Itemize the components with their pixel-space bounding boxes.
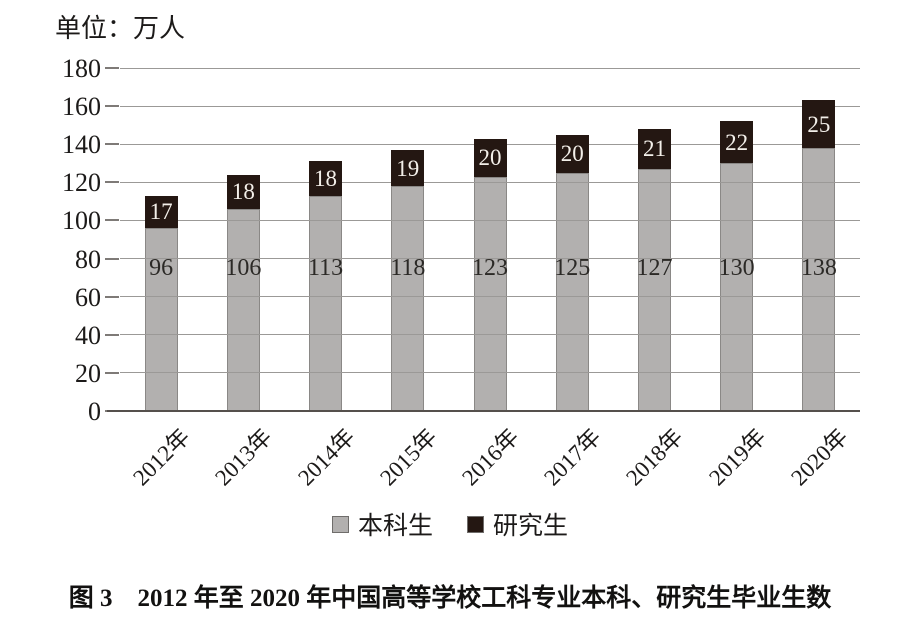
gridline xyxy=(120,334,860,336)
gridline xyxy=(120,67,860,69)
y-tick xyxy=(105,333,119,336)
bar-undergrad-value: 96 xyxy=(149,255,174,281)
bar-grad-value: 20 xyxy=(560,141,584,167)
y-tick xyxy=(105,181,119,184)
plot-area: 17 96 18 106 18 113 19 118 20 123 20 125 21 127 22 130 2… xyxy=(120,67,860,411)
x-axis-line xyxy=(107,410,860,412)
bar-undergrad-value: 125 xyxy=(554,255,591,281)
bar-undergrad-value: 123 xyxy=(472,255,508,281)
bar-undergrad-value: 106 xyxy=(225,255,262,281)
x-tick-label: 2012年 xyxy=(128,424,195,491)
x-tick-label: 2017年 xyxy=(539,424,606,491)
y-tick-label: 60 xyxy=(75,282,101,312)
bar-undergrad-segment xyxy=(309,195,343,411)
x-tick-label: 2018年 xyxy=(621,424,689,491)
unit-label: 单位：万人 xyxy=(55,14,186,43)
bar-grad-segment: 19 xyxy=(391,149,425,187)
legend-label: 本科生 xyxy=(357,513,433,540)
y-tick-label: 0 xyxy=(88,397,101,426)
bar-undergrad-value: 127 xyxy=(636,255,673,281)
bar-undergrad-value: 130 xyxy=(718,255,755,281)
legend-swatch xyxy=(331,515,349,533)
x-tick-label: 2019年 xyxy=(703,424,771,491)
gridline xyxy=(120,105,860,107)
x-tick-label: 2014年 xyxy=(292,424,360,491)
bar-undergrad-value: 118 xyxy=(390,255,426,281)
bar-undergrad-segment xyxy=(473,176,507,411)
gridline xyxy=(120,372,860,374)
bar-grad-value: 17 xyxy=(149,199,173,225)
bar-undergrad-segment xyxy=(637,168,671,411)
figure-caption: 图 3 2012 年至 2020 年中国高等学校工科专业本科、研究生毕业生数 xyxy=(68,585,832,612)
bar-grad-value: 19 xyxy=(396,155,420,181)
gridline xyxy=(120,219,860,221)
bar-grad-value: 18 xyxy=(231,179,255,205)
x-tick-label: 2015年 xyxy=(374,424,442,491)
bar-undergrad-segment xyxy=(802,148,836,411)
bar-grad-value: 18 xyxy=(314,166,338,191)
bar-grad-segment: 18 xyxy=(226,174,260,209)
y-tick-label: 180 xyxy=(62,54,101,83)
gridline xyxy=(120,181,860,183)
bar-grad-segment: 20 xyxy=(555,134,589,173)
bar-undergrad-value: 138 xyxy=(800,255,837,281)
y-tick-label: 80 xyxy=(75,244,101,274)
bar-grad-segment: 18 xyxy=(309,161,343,196)
y-tick xyxy=(105,257,119,260)
gridline xyxy=(120,296,860,298)
legend: 本科生 研究生 xyxy=(0,506,900,542)
bar-undergrad-segment xyxy=(720,163,754,411)
y-tick-label: 100 xyxy=(62,206,101,236)
y-tick xyxy=(105,67,119,69)
y-tick-label: 20 xyxy=(75,358,101,388)
gridline xyxy=(120,258,860,260)
x-tick-label: 2013年 xyxy=(210,424,278,491)
y-tick-label: 140 xyxy=(62,130,101,160)
y-tick-label: 120 xyxy=(62,168,101,198)
y-tick xyxy=(105,295,119,298)
y-tick-label: 160 xyxy=(62,92,101,122)
y-tick-label: 40 xyxy=(75,320,101,350)
y-tick xyxy=(105,219,119,222)
bar-grad-value: 25 xyxy=(807,111,831,137)
bar-grad-segment: 21 xyxy=(637,128,671,169)
y-tick xyxy=(105,105,119,108)
x-tick-label: 2020年 xyxy=(786,424,853,491)
bar-grad-segment: 22 xyxy=(720,121,754,164)
legend-item: 本科生 xyxy=(331,506,433,542)
y-tick xyxy=(105,143,119,146)
legend-label: 研究生 xyxy=(493,513,569,540)
bar-undergrad-value: 113 xyxy=(307,255,344,281)
bar-grad-segment: 20 xyxy=(473,138,507,177)
bar-grad-value: 20 xyxy=(478,145,502,171)
bar-undergrad-segment xyxy=(391,186,425,411)
x-tick-label: 2016年 xyxy=(457,424,524,491)
bar-undergrad-segment xyxy=(555,172,589,411)
bar-grad-value: 22 xyxy=(725,129,749,155)
legend-swatch xyxy=(467,515,484,533)
bar-grad-segment: 17 xyxy=(144,195,178,229)
bar-grad-value: 21 xyxy=(642,136,666,162)
bar-undergrad-segment xyxy=(226,209,260,411)
y-tick xyxy=(105,371,119,374)
bar-grad-segment: 25 xyxy=(802,100,836,149)
legend-item: 研究生 xyxy=(467,506,568,542)
